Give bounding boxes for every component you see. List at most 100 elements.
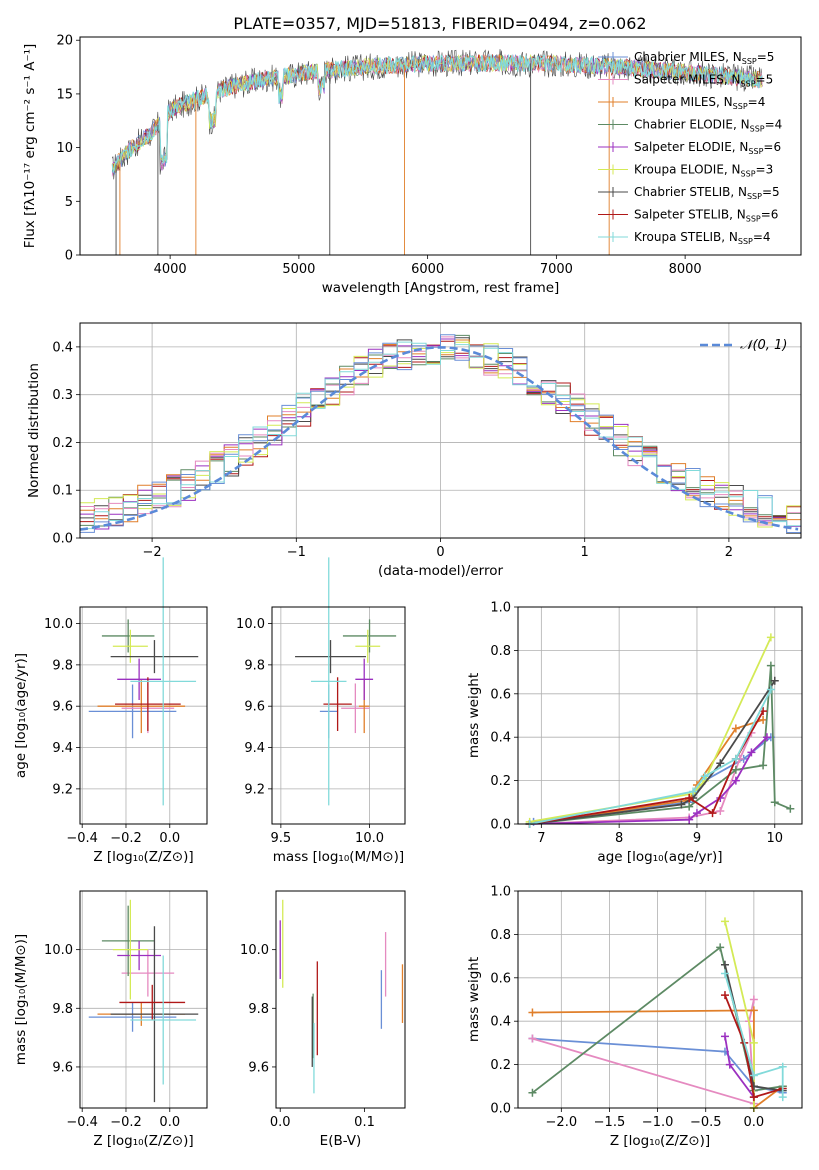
panel-age_vs_mass: 9.5 10.0 9.2 9.4 9.6 9.8 10.0 mass [log₁₀(M/M⊙)… [236, 557, 406, 865]
x-tick-label: 10.0 [355, 831, 384, 846]
y-tick-label: 9.8 [244, 658, 265, 673]
point-salpeter_stelib [685, 793, 694, 802]
x-tick-label: 0 [436, 545, 444, 560]
plot-area [525, 633, 795, 828]
point-salpeter_miles [749, 995, 758, 1004]
x-tick-label: 7000 [540, 262, 573, 277]
x-tick-label: −1.0 [642, 1115, 674, 1130]
x-tick-label: 8 [615, 831, 623, 846]
y-tick-label: 1.0 [490, 601, 511, 616]
point-kroupa_stelib [778, 1062, 787, 1071]
point-kroupa_stelib [731, 754, 740, 763]
y-tick-label: 0.0 [490, 1102, 511, 1117]
histogram-kroupa_stelib [79, 341, 802, 538]
spectrum-legend: Chabrier MILES, NSSP=5 Salpeter MILES, NS… [598, 50, 782, 246]
point-chabrier_elodie [766, 661, 775, 670]
y-tick-label: 0.0 [52, 532, 73, 547]
y-tick-label: 10 [56, 141, 73, 156]
x-axis-label: (data-model)/error [378, 563, 504, 579]
y-tick-label: 0.8 [490, 928, 511, 943]
panel-weight_vs_age: 7 8 9 10 0.0 0.2 0.4 0.6 0.8 1.0 age [log₁₀(age/yr… [466, 601, 803, 865]
y-tick-label: 10.0 [236, 617, 265, 632]
legend-entry: 𝒩(0, 1) [740, 338, 787, 353]
point-chabrier_elodie [685, 802, 694, 811]
x-tick-label: 10 [766, 831, 783, 846]
y-tick-label: 9.6 [244, 700, 265, 715]
x-tick-label: 0.0 [270, 1115, 291, 1130]
series-chabrier_elodie [529, 665, 791, 825]
y-tick-label: 10.0 [240, 943, 269, 958]
point-chabrier_stelib [716, 759, 725, 768]
y-axis-label: Normed distribution [26, 363, 42, 498]
y-tick-label: 0.8 [490, 644, 511, 659]
plot-area [279, 899, 404, 1094]
point-salpeter_miles [716, 806, 725, 815]
point-chabrier_elodie [786, 804, 795, 813]
legend-entry: Chabrier ELODIE, NSSP=4 [634, 118, 782, 134]
point-kroupa_stelib [700, 772, 709, 781]
point-kroupa_stelib [720, 969, 729, 978]
y-tick-label: 9.2 [52, 782, 73, 797]
panel-mass_vs_Z: −0.4 −0.2 0.0 9.6 9.8 10.0 Z [log₁₀(Z/Z⊙)] mass… [13, 890, 208, 1149]
x-tick-label: −0.2 [110, 1115, 142, 1130]
x-tick-label: −1 [287, 545, 306, 560]
y-tick-label: 0.2 [52, 436, 73, 451]
plot-area: 𝒩(0, 1) [79, 334, 802, 538]
y-tick-label: 1.0 [490, 885, 511, 900]
point-kroupa_elodie [720, 917, 729, 926]
y-tick-label: 0.4 [490, 1015, 511, 1030]
y-tick-label: 9.8 [52, 658, 73, 673]
point-kroupa_stelib [778, 1093, 787, 1102]
x-tick-label: 1 [581, 545, 589, 560]
series-salpeter_stelib [724, 994, 783, 1099]
y-axis-label: age [log₁₀(age/yr)] [13, 653, 29, 778]
point-salpeter_stelib [708, 809, 717, 818]
point-salpeter_elodie [692, 809, 701, 818]
y-tick-label: 0.4 [52, 340, 73, 355]
point-kroupa_miles [528, 1008, 537, 1017]
plot-area [295, 557, 397, 806]
point-salpeter_elodie [747, 748, 756, 757]
x-tick-label: 8000 [669, 262, 702, 277]
legend-entry: Salpeter MILES, NSSP=5 [634, 73, 773, 89]
point-chabrier_stelib [770, 676, 779, 685]
y-tick-label: 9.4 [244, 741, 265, 756]
y-tick-label: 10.0 [44, 617, 73, 632]
point-kroupa_stelib [766, 685, 775, 694]
point-salpeter_elodie [725, 1060, 734, 1069]
legend-entry: Salpeter ELODIE, NSSP=6 [634, 140, 781, 156]
plot-area: Chabrier MILES, NSSP=5 Salpeter MILES, NS… [111, 49, 782, 255]
axes-frame [517, 890, 803, 1109]
y-tick-label: 0.2 [490, 1058, 511, 1073]
x-tick-label: −0.5 [690, 1115, 722, 1130]
x-tick-label: 9 [693, 831, 701, 846]
x-tick-label: 5000 [282, 262, 315, 277]
legend-entry: Chabrier MILES, NSSP=5 [634, 50, 774, 66]
y-tick-label: 9.4 [52, 741, 73, 756]
point-chabrier_stelib [720, 960, 729, 969]
x-tick-label: 0.0 [159, 1115, 180, 1130]
normal-curve [79, 346, 799, 531]
point-chabrier_elodie [731, 765, 740, 774]
x-axis-label: Z [log₁₀(Z/Z⊙)] [93, 1133, 193, 1149]
axes-frame [79, 890, 208, 1109]
point-chabrier_elodie [716, 943, 725, 952]
x-axis-label: age [log₁₀(age/yr)] [597, 849, 722, 865]
plot-area [88, 899, 199, 1103]
panel-age_vs_Z: −0.4 −0.2 0.0 9.2 9.4 9.6 9.8 10.0 Z [log₁₀(Z/Z⊙… [13, 557, 208, 865]
y-tick-label: 0.3 [52, 388, 73, 403]
x-tick-label: 4000 [154, 262, 187, 277]
point-kroupa_miles [731, 724, 740, 733]
y-tick-label: 5 [65, 195, 73, 210]
x-tick-label: 2 [725, 545, 733, 560]
series-chabrier_stelib [529, 680, 776, 825]
y-tick-label: 9.8 [248, 1002, 269, 1017]
spectrum-kroupa_stelib [111, 53, 763, 173]
axes-frame [517, 606, 803, 825]
y-tick-label: 0 [65, 249, 73, 264]
y-tick-label: 0.6 [490, 687, 511, 702]
point-kroupa_elodie [766, 633, 775, 642]
panel-residuals: 𝒩(0, 1) −2 −1 0 1 2 0.0 0.1 0.2 0.3 0.4 (data-model… [26, 322, 802, 579]
y-tick-label: 9.6 [52, 700, 73, 715]
